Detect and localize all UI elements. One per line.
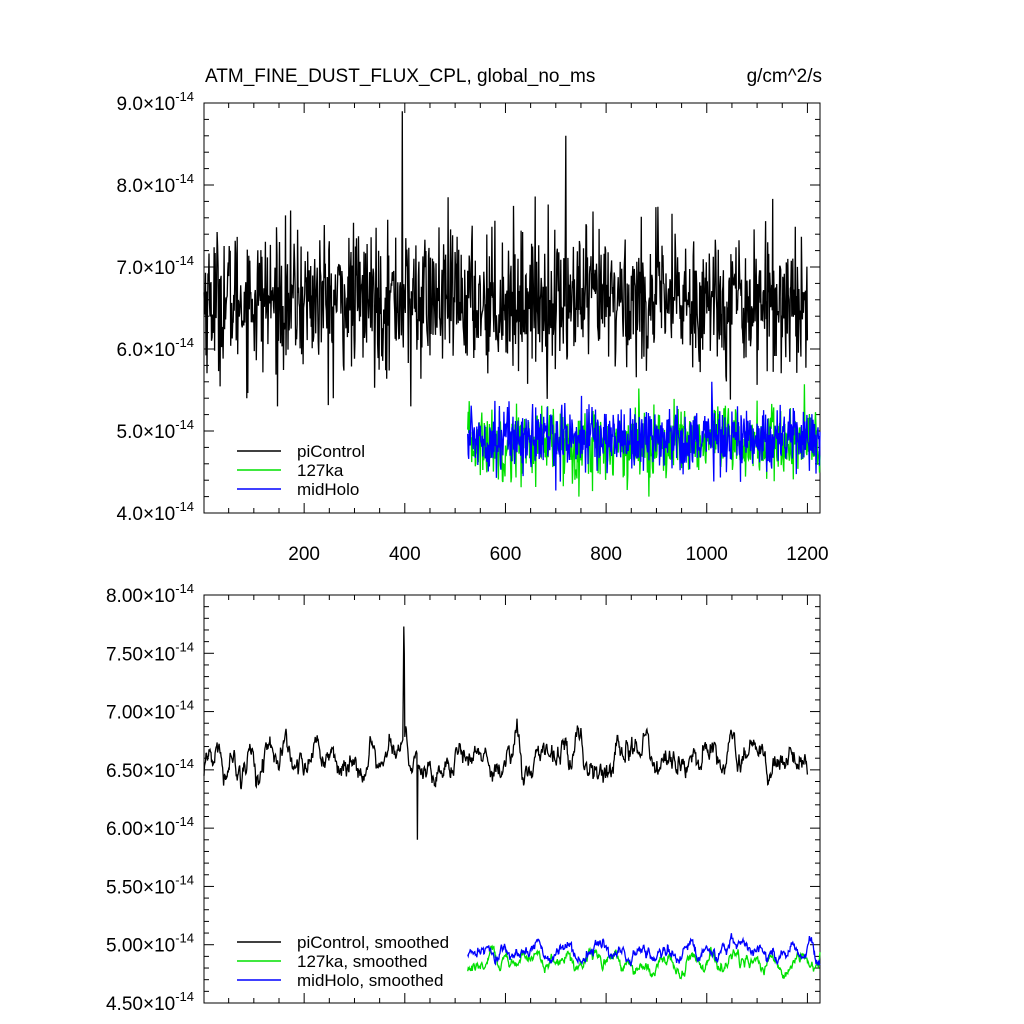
top-panel: 200 400 600 800 1000 1200 4.0×10-14 5.0×10-14 6.… xyxy=(117,89,829,565)
y-tick-label: 8.0×10-14 xyxy=(117,171,194,197)
x-tick-label: 800 xyxy=(590,544,622,565)
bottom-panel: 4.50×10-14 5.00×10-14 5.50×10-14 6.00×10-14… xyxy=(106,581,821,1015)
legend-label: 127ka xyxy=(297,461,344,480)
y-tick-label: 7.00×10-14 xyxy=(106,698,194,724)
series-line-picontrol xyxy=(203,111,809,407)
x-tick-label: 200 xyxy=(288,544,320,565)
y-tick-label: 4.50×10-14 xyxy=(106,989,194,1015)
legend-label: piControl, smoothed xyxy=(297,933,449,952)
x-tick-label: 1000 xyxy=(686,544,728,565)
x-tick-label: 600 xyxy=(490,544,522,565)
series-line-picontrol-smoothed xyxy=(203,626,809,840)
x-tick-label: 400 xyxy=(389,544,421,565)
y-tick-label: 5.50×10-14 xyxy=(106,872,194,898)
x-tick-label: 1200 xyxy=(786,544,828,565)
y-tick-label: 8.00×10-14 xyxy=(106,581,194,607)
legend-label: midHolo, smoothed xyxy=(297,971,443,990)
y-tick-label: 9.0×10-14 xyxy=(117,89,194,115)
plot-frame xyxy=(203,594,821,1004)
chart-units: g/cm^2/s xyxy=(747,66,822,87)
y-tick-label: 7.0×10-14 xyxy=(117,253,194,279)
y-tick-label: 4.0×10-14 xyxy=(117,499,194,525)
legend-label: 127ka, smoothed xyxy=(297,952,427,971)
y-tick-label: 5.00×10-14 xyxy=(106,931,194,957)
series-line-127ka-smoothed xyxy=(467,944,821,980)
y-tick-label: 6.0×10-14 xyxy=(117,335,194,361)
legend-label: piControl xyxy=(297,442,365,461)
y-tick-label: 5.0×10-14 xyxy=(117,417,194,443)
y-tick-label: 6.50×10-14 xyxy=(106,756,194,782)
series-line-midholo xyxy=(467,381,821,491)
chart-title: ATM_FINE_DUST_FLUX_CPL, global_no_ms xyxy=(205,66,595,87)
legend-label: midHolo xyxy=(297,480,359,499)
series-line-midholo-smoothed xyxy=(467,933,821,967)
y-tick-label: 7.50×10-14 xyxy=(106,639,194,665)
y-tick-label: 6.00×10-14 xyxy=(106,814,194,840)
